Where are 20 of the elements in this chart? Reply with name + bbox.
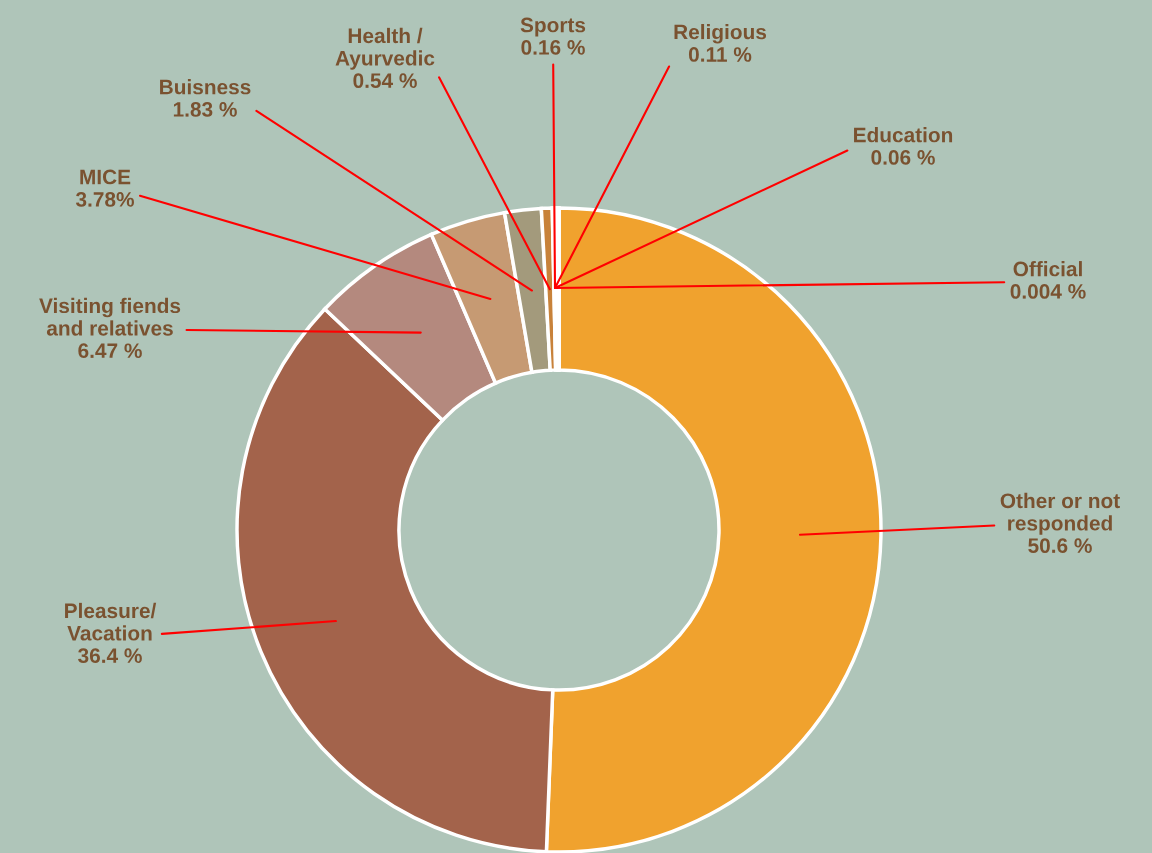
data-label: 50.6 % [1028, 538, 1092, 554]
slice-label: MICE [80, 169, 131, 185]
slice-label: Other or not responded [1000, 492, 1120, 535]
slice-label: Visiting fiends and relatives [39, 297, 181, 336]
data-label: 0.004 % [1010, 284, 1086, 299]
data-label: 0.54 % [353, 73, 417, 89]
slice-label: Pleasure/ Vacation [65, 602, 157, 641]
data-label: 36.4 % [78, 648, 142, 664]
slice-label: Education [854, 127, 953, 143]
data-label: 0.16 % [521, 40, 585, 55]
slice-label: Buisness [160, 79, 251, 95]
data-label: 0.06 % [871, 150, 935, 165]
data-label: 1.83 % [173, 102, 237, 117]
data-label: 0.11 % [688, 47, 752, 62]
slice-label: Sports [520, 17, 586, 37]
data-label: 6.47 % [78, 343, 142, 359]
slice-label: Health / Ayurvedic [335, 27, 435, 70]
data-label: 3.78% [75, 192, 134, 207]
slice-label: Official [1013, 261, 1082, 277]
slice-label: Religious [674, 24, 767, 44]
